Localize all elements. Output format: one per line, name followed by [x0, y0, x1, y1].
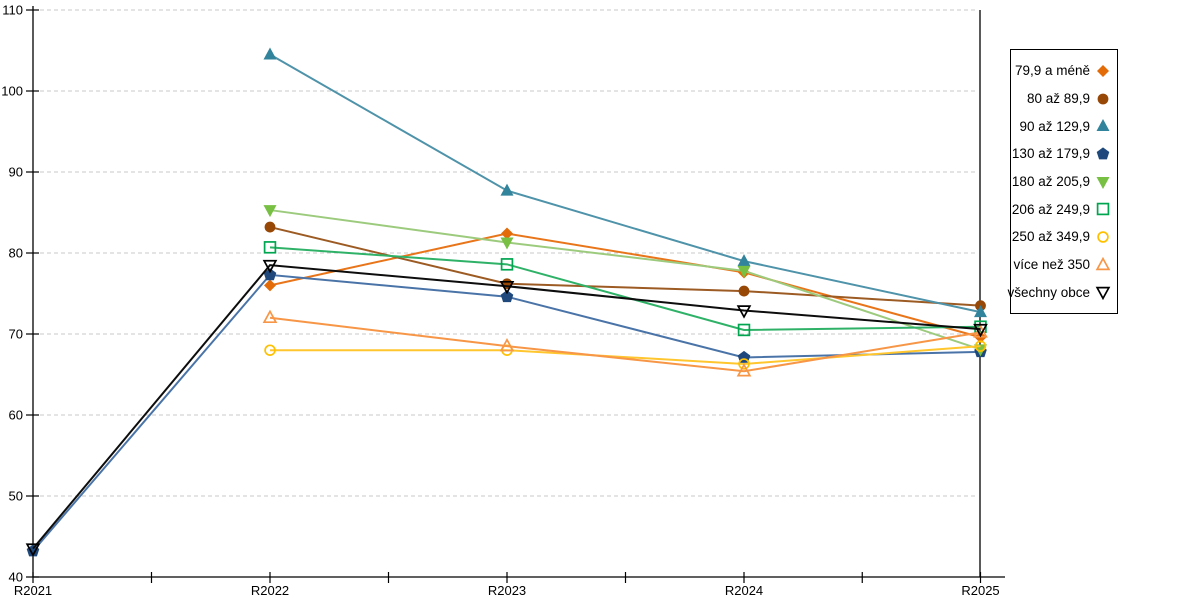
legend-marker-icon — [1097, 93, 1109, 104]
series-line — [269, 246, 981, 331]
square-marker — [1096, 203, 1110, 216]
legend-marker-icon — [1096, 147, 1110, 160]
legend-marker-icon — [1097, 231, 1109, 243]
legend-marker-icon — [1096, 119, 1110, 132]
triangle-up-marker — [1095, 256, 1111, 270]
legend-label: 90 až 129,9 — [1019, 118, 1090, 134]
circle-marker — [738, 358, 750, 370]
triangle-down-marker — [1095, 287, 1111, 301]
y-axis-label: 110 — [2, 3, 23, 18]
series-line — [32, 273, 981, 552]
series-line — [269, 209, 981, 351]
legend-item-4: 180 až 205,9 — [1011, 168, 1111, 196]
y-axis-label: 100 — [1, 84, 23, 99]
x-axis-label: R2023 — [488, 583, 526, 598]
x-axis-label: R2021 — [14, 583, 52, 598]
circle-marker — [974, 340, 987, 352]
triangle-up-marker — [1096, 119, 1110, 132]
y-axis-label: 90 — [9, 165, 23, 180]
x-axis-label: R2022 — [251, 583, 289, 598]
pentagon-marker — [263, 268, 277, 281]
triangle-down-marker — [737, 265, 751, 278]
series-3 — [26, 268, 987, 557]
legend-label: 250 až 349,9 — [1011, 229, 1090, 245]
pentagon-marker — [26, 544, 40, 557]
y-axis-label: 70 — [9, 327, 23, 342]
legend-item-1: 80 až 89,9 — [1015, 85, 1111, 113]
triangle-up-marker — [500, 183, 514, 196]
triangle-down-marker — [25, 543, 41, 557]
circle-marker — [1097, 231, 1109, 243]
circle-marker — [1097, 93, 1109, 104]
legend-item-5: 206 až 249,9 — [1011, 195, 1111, 223]
triangle-down-marker — [262, 259, 278, 274]
triangle-up-marker — [737, 254, 751, 267]
legend-label: 79,9 a méně — [1014, 63, 1090, 79]
triangle-down-marker — [500, 237, 514, 250]
legend-item-2: 90 až 129,9 — [1015, 112, 1111, 140]
series-line — [269, 53, 981, 314]
legend-marker-icon — [1096, 203, 1110, 216]
legend-item-7: více než 350 — [1013, 251, 1111, 279]
series-line — [269, 226, 981, 307]
y-axis-label: 50 — [9, 489, 23, 504]
legend-item-0: 79,9 a méně — [1015, 57, 1111, 85]
triangle-down-marker — [263, 205, 277, 218]
triangle-down-marker — [736, 305, 752, 319]
triangle-down-marker — [1096, 176, 1110, 189]
series-0 — [264, 227, 987, 344]
legend-label: všechny obce — [1007, 284, 1090, 300]
circle-marker — [264, 344, 276, 356]
diamond-marker — [501, 227, 513, 240]
series-8 — [25, 259, 988, 557]
diamond-marker — [1097, 64, 1109, 77]
legend-item-6: 250 až 349,9 — [1011, 223, 1111, 251]
y-axis-label: 40 — [9, 570, 23, 585]
series-line — [270, 345, 981, 365]
triangle-up-marker — [499, 337, 515, 352]
legend-item-8: všechny obce — [1007, 279, 1111, 307]
triangle-up-marker — [262, 309, 278, 324]
series-2 — [263, 47, 987, 318]
diamond-marker — [264, 279, 276, 292]
chart-legend: 79,9 a méně 80 až 89,9 90 až 129,9 130 až 1… — [1007, 49, 1118, 315]
legend-label: 80 až 89,9 — [1026, 91, 1090, 107]
legend-label: 130 až 179,9 — [1011, 146, 1090, 162]
legend-label: více než 350 — [1013, 257, 1090, 273]
legend-item-3: 130 až 179,9 — [1011, 140, 1111, 168]
legend-label: 180 až 205,9 — [1011, 174, 1090, 190]
legend-marker-icon — [1095, 287, 1111, 301]
legend-marker-icon — [1095, 256, 1111, 270]
series-line — [269, 232, 981, 339]
y-axis-label: 80 — [9, 246, 23, 261]
y-axis-label: 60 — [9, 408, 23, 423]
x-axis-label: R2025 — [961, 583, 999, 598]
series-line — [269, 316, 981, 373]
series-line — [32, 264, 981, 550]
legend-label: 206 až 249,9 — [1011, 201, 1090, 217]
legend-marker-icon — [1097, 64, 1109, 77]
pentagon-marker — [500, 290, 514, 303]
pentagon-marker — [1096, 147, 1110, 160]
square-marker — [263, 241, 277, 254]
triangle-up-marker — [736, 363, 752, 377]
square-marker — [737, 323, 751, 337]
square-marker — [500, 258, 514, 271]
triangle-down-marker — [973, 323, 988, 338]
circle-marker — [738, 285, 750, 297]
triangle-up-marker — [263, 47, 277, 60]
triangle-up-marker — [974, 305, 987, 318]
triangle-down-marker — [499, 280, 515, 295]
legend-marker-icon — [1096, 176, 1110, 189]
circle-marker — [264, 221, 276, 233]
x-axis-label: R2024 — [725, 583, 763, 598]
